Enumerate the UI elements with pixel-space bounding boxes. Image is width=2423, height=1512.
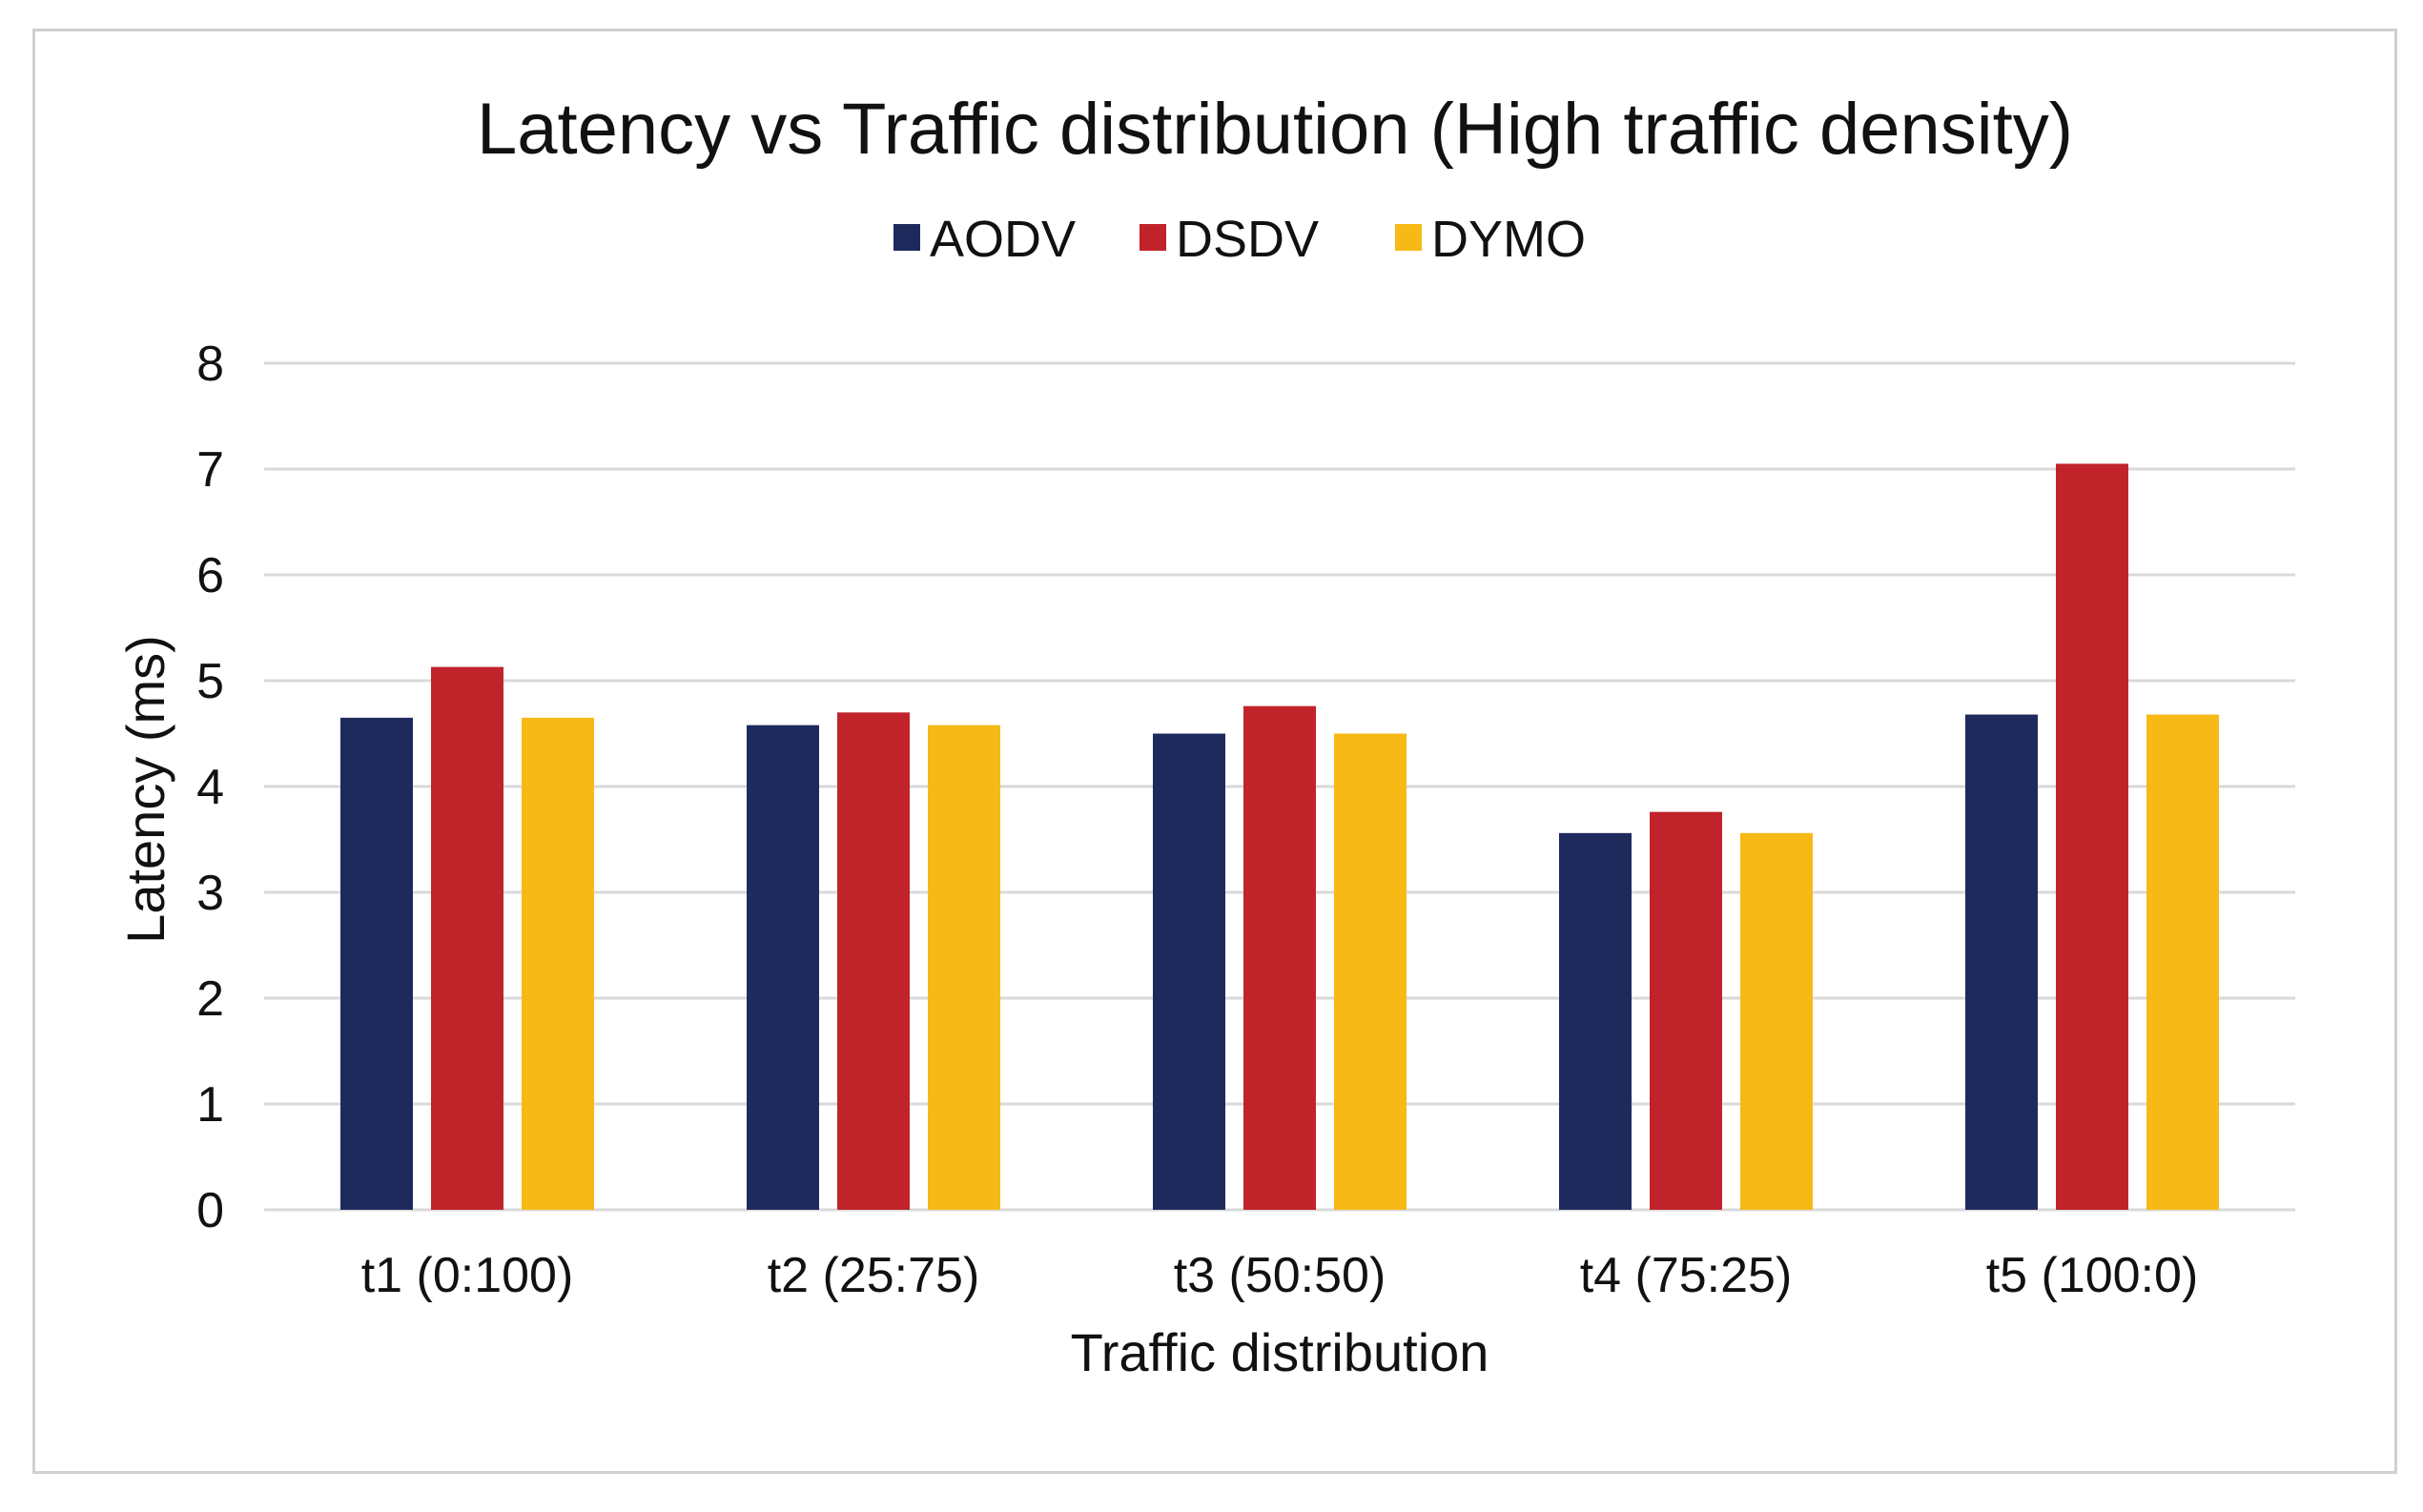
x-tick-label: t1 (0:100) — [361, 1248, 574, 1303]
bar-dsdv-5 — [2056, 463, 2128, 1210]
bar-dymo-4 — [1740, 832, 1813, 1210]
bar-aodv-3 — [1153, 733, 1225, 1210]
chart-frame: Latency vs Traffic distribution (High tr… — [32, 29, 2397, 1474]
bar-dsdv-2 — [837, 712, 910, 1210]
bar-aodv-1 — [340, 717, 413, 1210]
bar-dymo-5 — [2146, 714, 2219, 1210]
bar-dsdv-4 — [1650, 811, 1722, 1210]
x-tick-label: t5 (100:0) — [1986, 1248, 2199, 1303]
y-tick-label: 4 — [196, 760, 224, 815]
legend-swatch-dymo — [1395, 224, 1422, 251]
bars — [340, 463, 2219, 1210]
y-tick-label: 3 — [196, 866, 224, 921]
y-tick-label: 1 — [196, 1077, 224, 1133]
x-axis-title: Traffic distribution — [1071, 1322, 1489, 1382]
y-axis-ticks: 0 1 2 3 4 5 6 7 8 — [196, 337, 224, 1238]
bar-aodv-4 — [1559, 832, 1632, 1210]
x-tick-label: t3 (50:50) — [1174, 1248, 1386, 1303]
bar-dsdv-1 — [431, 666, 503, 1210]
y-axis-title: Latency (ms) — [115, 635, 175, 944]
y-tick-label: 8 — [196, 337, 224, 392]
y-tick-label: 6 — [196, 548, 224, 603]
x-tick-label: t2 (25:75) — [768, 1248, 980, 1303]
bar-dsdv-3 — [1243, 705, 1316, 1210]
legend: AODV DSDV DYMO — [893, 211, 1586, 268]
legend-swatch-dsdv — [1140, 224, 1166, 251]
y-tick-label: 7 — [196, 442, 224, 498]
bar-aodv-2 — [747, 725, 819, 1210]
legend-label-dsdv: DSDV — [1176, 211, 1319, 268]
chart-title: Latency vs Traffic distribution (High tr… — [477, 89, 2073, 170]
bar-aodv-5 — [1965, 714, 2038, 1210]
x-tick-label: t4 (75:25) — [1580, 1248, 1793, 1303]
legend-label-dymo: DYMO — [1431, 211, 1586, 268]
legend-swatch-aodv — [893, 224, 920, 251]
y-tick-label: 0 — [196, 1183, 224, 1238]
x-axis-ticks: t1 (0:100) t2 (25:75) t3 (50:50) t4 (75:25)… — [361, 1248, 2199, 1303]
y-tick-label: 2 — [196, 971, 224, 1027]
bar-dymo-2 — [928, 725, 1000, 1210]
y-tick-label: 5 — [196, 654, 224, 709]
bar-dymo-1 — [522, 717, 594, 1210]
bar-chart: Latency vs Traffic distribution (High tr… — [115, 89, 2295, 1382]
legend-label-aodv: AODV — [930, 211, 1076, 268]
bar-dymo-3 — [1334, 733, 1407, 1210]
